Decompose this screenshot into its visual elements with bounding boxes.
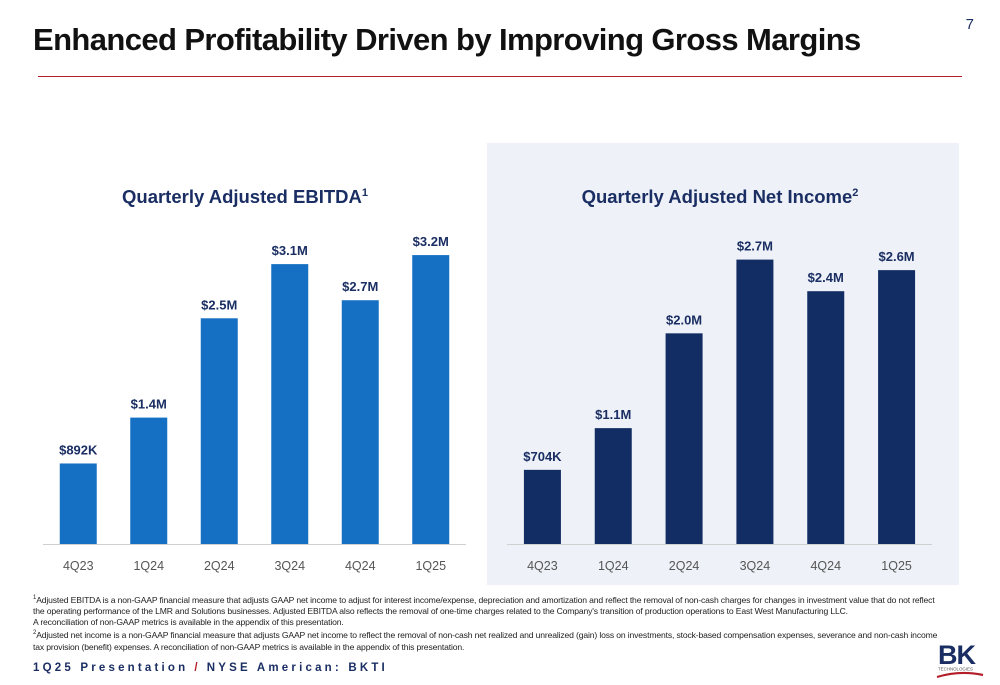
footnote-2-marker: 2 — [33, 630, 37, 637]
ebitda-bar-3q24 — [271, 264, 309, 544]
ebitda-data-label-4q24: $2.7M — [342, 279, 378, 294]
ebitda-bar-4q24 — [341, 300, 379, 544]
ebitda-data-label-2q24: $2.5M — [201, 297, 237, 312]
ebitda-tick-label-4q23: 4Q23 — [63, 559, 94, 573]
ebitda-tick-label-2q24: 2Q24 — [204, 559, 235, 573]
net-income-tick-label-1q25: 1Q25 — [881, 559, 912, 573]
logo-swoosh — [936, 671, 984, 679]
net-income-tick-label-2q24: 2Q24 — [669, 559, 700, 573]
footnote-1-text: Adjusted EBITDA is a non-GAAP financial … — [33, 594, 935, 617]
footnote-1-marker: 1 — [33, 595, 37, 601]
title-divider — [38, 76, 962, 77]
net-income-tick-label-4q23: 4Q23 — [527, 559, 558, 573]
net-income-data-label-4q23: $704K — [523, 449, 562, 464]
ebitda-data-label-4q23: $892K — [59, 442, 98, 457]
net-income-bar-1q24 — [594, 428, 632, 544]
footer-ticker: NYSE American: BKTI — [206, 662, 388, 674]
footnote-2: 2Adjusted net income is a non-GAAP finan… — [33, 628, 938, 652]
ebitda-data-label-1q24: $1.4M — [131, 397, 167, 412]
ebitda-chart-title: Quarterly Adjusted EBITDA1 — [122, 186, 368, 207]
net-income-tick-label-4q24: 4Q24 — [810, 559, 841, 573]
ebitda-bar-1q24 — [130, 417, 168, 544]
ebitda-data-label-3q24: $3.1M — [272, 243, 308, 258]
net-income-bar-2q24 — [665, 333, 703, 544]
net-income-data-label-4q24: $2.4M — [808, 270, 844, 285]
ebitda-bar-4q23 — [59, 463, 97, 544]
net-income-data-label-3q24: $2.7M — [737, 239, 773, 254]
net-income-data-label-1q24: $1.1M — [595, 407, 631, 422]
footer: 1Q25 Presentation / NYSE American: BKTI — [33, 662, 388, 674]
footnote-2-text: Adjusted net income is a non-GAAP financ… — [33, 630, 938, 652]
page-number: 7 — [965, 16, 974, 33]
net-income-tick-label-1q24: 1Q24 — [598, 559, 629, 573]
ebitda-tick-label-3q24: 3Q24 — [274, 559, 305, 573]
ebitda-tick-label-1q24: 1Q24 — [133, 559, 164, 573]
ebitda-bar-2q24 — [200, 318, 238, 544]
net-income-bar-4q23 — [523, 469, 561, 544]
footnote-1-continued: A reconciliation of non-GAAP metrics is … — [33, 617, 344, 628]
footnote-1: 1Adjusted EBITDA is a non-GAAP financial… — [33, 593, 938, 617]
net-income-tick-label-3q24: 3Q24 — [740, 559, 771, 573]
ebitda-tick-label-1q25: 1Q25 — [415, 559, 446, 573]
footnotes: 1Adjusted EBITDA is a non-GAAP financial… — [33, 593, 938, 653]
net-income-data-label-2q24: $2.0M — [666, 312, 702, 327]
footer-presentation-label: 1Q25 Presentation — [33, 662, 189, 674]
net-income-bar-3q24 — [736, 259, 774, 544]
ebitda-data-label-1q25: $3.2M — [413, 234, 449, 249]
net-income-bar-4q24 — [807, 291, 845, 544]
page-title: Enhanced Profitability Driven by Improvi… — [33, 22, 861, 57]
net-income-chart-title: Quarterly Adjusted Net Income2 — [582, 186, 859, 207]
ebitda-bar-1q25 — [412, 255, 450, 545]
logo-subtext: TECHNOLOGIES — [938, 667, 973, 672]
footer-separator: / — [194, 662, 201, 674]
net-income-data-label-1q25: $2.6M — [879, 249, 915, 264]
bk-technologies-logo: BK TECHNOLOGIES — [936, 640, 984, 679]
logo-letters: BK — [938, 640, 976, 670]
ebitda-tick-label-4q24: 4Q24 — [345, 559, 376, 573]
net-income-bar-1q25 — [878, 270, 916, 544]
